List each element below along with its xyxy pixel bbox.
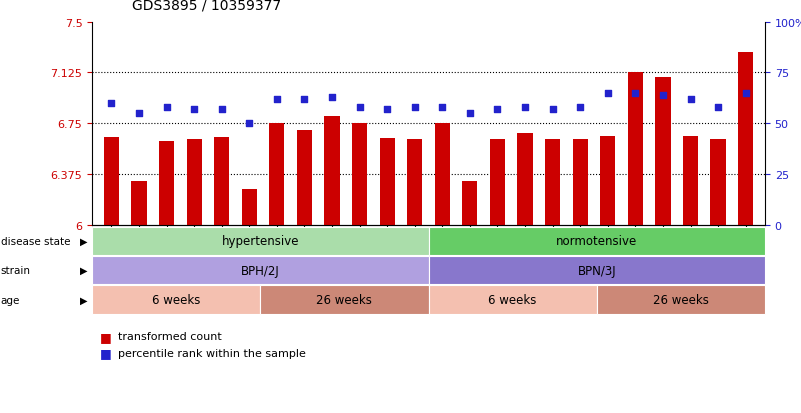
Bar (573, 140, 588, 225)
Bar (159, 141, 174, 225)
Bar (324, 117, 340, 225)
Bar (131, 182, 147, 225)
Point (271, 96, 284, 103)
Point (215, 107, 228, 113)
Point (684, 96, 697, 103)
Text: disease state: disease state (1, 236, 70, 246)
Bar (490, 140, 505, 225)
Point (491, 107, 504, 113)
Point (353, 104, 366, 111)
Point (380, 107, 393, 113)
Point (711, 104, 724, 111)
Bar (297, 131, 312, 225)
Point (739, 90, 752, 97)
Text: GDS3895 / 10359377: GDS3895 / 10359377 (132, 0, 281, 12)
Bar (214, 138, 229, 225)
Point (629, 90, 642, 97)
Text: ▶: ▶ (80, 236, 88, 246)
Bar (242, 190, 257, 225)
Text: strain: strain (1, 266, 30, 275)
Bar (407, 140, 422, 225)
Point (409, 104, 421, 111)
Point (436, 104, 449, 111)
Text: age: age (1, 295, 20, 305)
Point (133, 110, 146, 117)
Text: hypertensive: hypertensive (222, 235, 299, 248)
Text: 26 weeks: 26 weeks (653, 293, 709, 306)
Point (243, 121, 256, 127)
Text: transformed count: transformed count (118, 332, 222, 342)
Bar (187, 140, 202, 225)
Bar (683, 137, 698, 225)
Text: BPN/3J: BPN/3J (578, 264, 616, 277)
Text: ■: ■ (100, 330, 112, 343)
Bar (104, 138, 119, 225)
Text: ▶: ▶ (80, 295, 88, 305)
Bar (462, 182, 477, 225)
Point (546, 107, 559, 113)
Point (105, 100, 118, 107)
Bar (628, 74, 643, 225)
Point (187, 107, 200, 113)
Text: 6 weeks: 6 weeks (489, 293, 537, 306)
Bar (600, 137, 615, 225)
Point (160, 104, 173, 111)
Text: ■: ■ (100, 347, 112, 360)
Point (518, 104, 531, 111)
Point (657, 92, 670, 99)
Text: BPH/2J: BPH/2J (241, 264, 280, 277)
Text: 26 weeks: 26 weeks (316, 293, 372, 306)
Point (574, 104, 586, 111)
Bar (738, 52, 753, 225)
Text: normotensive: normotensive (556, 235, 638, 248)
Bar (710, 140, 726, 225)
Bar (435, 124, 450, 225)
Bar (545, 140, 560, 225)
Text: percentile rank within the sample: percentile rank within the sample (118, 348, 306, 358)
Point (464, 110, 477, 117)
Point (602, 90, 614, 97)
Bar (269, 124, 284, 225)
Point (298, 96, 311, 103)
Bar (352, 123, 367, 225)
Text: 6 weeks: 6 weeks (152, 293, 200, 306)
Bar (380, 139, 395, 225)
Bar (517, 134, 533, 225)
Point (326, 94, 339, 101)
Bar (655, 78, 670, 225)
Text: ▶: ▶ (80, 266, 88, 275)
